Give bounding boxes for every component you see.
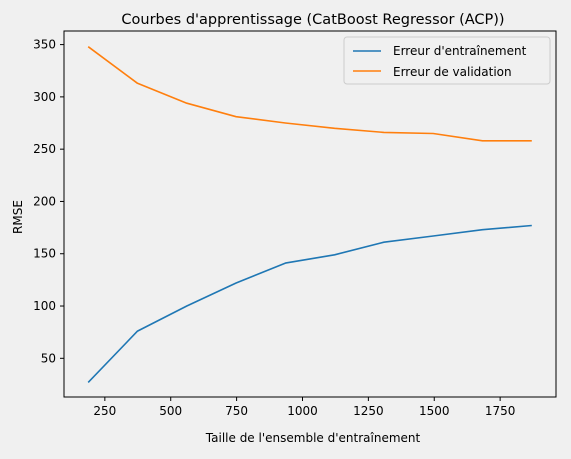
x-tick-label: 1500 (419, 404, 450, 418)
series-line-validation-error (87, 46, 532, 142)
legend: Erreur d'entraînement Erreur de validati… (343, 36, 551, 85)
x-axis-label: Taille de l'ensemble d'entraînement (205, 431, 421, 445)
y-axis-label: RMSE (11, 200, 25, 234)
x-tick-label: 250 (93, 404, 116, 418)
x-tick-label: 1000 (287, 404, 318, 418)
x-tick-label: 1250 (353, 404, 384, 418)
y-tick-label: 350 (33, 38, 56, 52)
x-axis-ticks: 250 500 750 1000 1250 1500 1750 (93, 397, 515, 418)
y-tick-label: 200 (33, 194, 56, 208)
y-tick-label: 150 (33, 247, 56, 261)
legend-box (343, 36, 551, 85)
y-tick-label: 100 (33, 299, 56, 313)
y-tick-label: 250 (33, 142, 56, 156)
x-tick-label: 1750 (485, 404, 516, 418)
y-axis-ticks: 50 100 150 200 250 300 350 (33, 38, 64, 365)
legend-label-validation: Erreur de validation (393, 65, 512, 79)
x-tick-label: 750 (225, 404, 248, 418)
y-tick-label: 300 (33, 90, 56, 104)
legend-label-training: Erreur d'entraînement (393, 44, 527, 58)
series-line-training-error (87, 224, 532, 383)
plot-area (63, 30, 557, 398)
y-tick-label: 50 (41, 351, 56, 365)
series-layer (87, 46, 532, 383)
chart-title: Courbes d'apprentissage (CatBoost Regres… (121, 12, 504, 28)
x-tick-label: 500 (159, 404, 182, 418)
